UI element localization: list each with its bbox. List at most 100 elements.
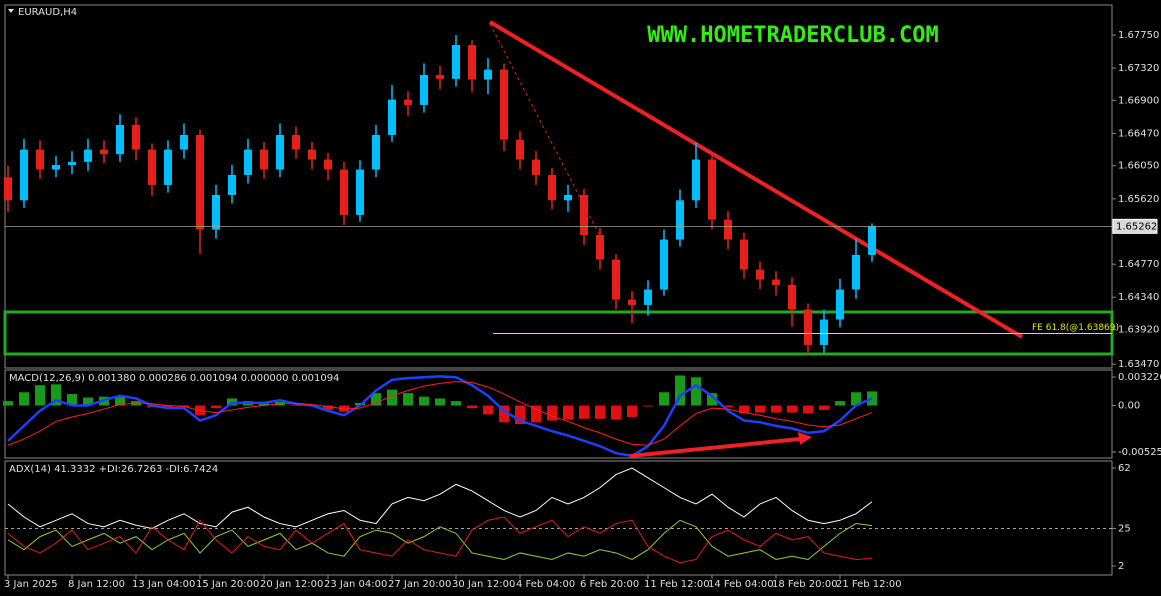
x-tick-label: 18 Feb 20:00 — [772, 579, 838, 590]
candle-body — [868, 226, 876, 255]
x-tick-label: 14 Feb 04:00 — [708, 579, 774, 590]
histogram-bar — [771, 405, 781, 413]
histogram-bar — [499, 405, 509, 423]
x-tick-label: 13 Jan 04:00 — [132, 579, 195, 590]
histogram-bar — [819, 405, 829, 410]
histogram-bar — [739, 405, 749, 414]
histogram-bar — [595, 405, 605, 419]
x-tick-label: 11 Feb 12:00 — [644, 579, 710, 590]
x-tick-label: 23 Jan 04:00 — [324, 579, 387, 590]
adx-line — [7, 519, 873, 561]
candle-body — [132, 124, 140, 150]
candle-body — [660, 239, 668, 290]
y-tick-label: 1.63920 — [1118, 325, 1159, 336]
candle-body — [484, 69, 492, 80]
candle-body — [724, 219, 732, 240]
candle-body — [228, 174, 236, 195]
watermark: WWW.HOMETRADERCLUB.COM — [647, 23, 938, 48]
y-tick-label: 2 — [1118, 561, 1124, 572]
histogram-bar — [467, 405, 477, 409]
x-tick-label: 30 Jan 12:00 — [452, 579, 515, 590]
candle-body — [820, 319, 828, 345]
histogram-bar — [515, 405, 525, 425]
candle-body — [852, 254, 860, 290]
histogram-bar — [611, 405, 621, 420]
candle-body — [628, 299, 636, 305]
y-tick-label: 1.66050 — [1118, 161, 1159, 172]
candle-body — [68, 161, 76, 165]
x-tick-label: 27 Jan 20:00 — [388, 579, 451, 590]
candle-body — [676, 200, 684, 240]
divergence-arrow — [629, 437, 801, 458]
trend-line — [488, 20, 1024, 339]
histogram-bar — [755, 405, 765, 413]
candle-body — [532, 159, 540, 175]
candle-body — [804, 309, 812, 345]
candle-body — [244, 149, 252, 175]
macd-line — [7, 381, 873, 446]
candle-body — [276, 134, 284, 170]
x-tick-label: 4 Feb 04:00 — [516, 579, 575, 590]
y-tick-label: 0.003226 — [1118, 372, 1161, 383]
x-tick-label: 8 Jan 12:00 — [68, 579, 125, 590]
histogram-bar — [547, 405, 557, 421]
candle-body — [324, 159, 332, 170]
candle-body — [388, 99, 396, 135]
histogram-bar — [419, 396, 429, 406]
y-tick-label: 1.64340 — [1118, 292, 1159, 303]
candle-body — [564, 194, 572, 201]
candle-body — [356, 169, 364, 215]
histogram-bar — [659, 392, 669, 406]
macd-line — [7, 375, 873, 458]
candle-body — [612, 259, 620, 300]
y-tick-label: 1.67750 — [1118, 30, 1159, 41]
candle-body — [692, 159, 700, 201]
candle-body — [788, 284, 796, 310]
histogram-bar — [435, 398, 445, 406]
fe-label: FE 61.8(@1.63869) — [1032, 323, 1119, 333]
x-tick-label: 3 Jan 2025 — [4, 579, 58, 590]
chart-title: EURAUD,H4 — [18, 7, 77, 18]
candle-body — [404, 99, 412, 105]
y-tick-label: 1.65620 — [1118, 194, 1159, 205]
histogram-bar — [787, 405, 797, 413]
candle-body — [180, 134, 188, 150]
histogram-bar — [403, 393, 413, 406]
candle-body — [308, 149, 316, 160]
candle-body — [148, 149, 156, 185]
candle-body — [340, 169, 348, 215]
histogram-bar — [387, 389, 397, 406]
histogram-bar — [803, 405, 813, 414]
candle-body — [36, 149, 44, 170]
candle-body — [292, 134, 300, 150]
histogram-bar — [163, 405, 173, 409]
candle-body — [452, 44, 460, 79]
y-tick-label: 1.64770 — [1118, 259, 1159, 270]
y-tick-label: 1.66470 — [1118, 128, 1159, 139]
y-tick-label: 1.67320 — [1118, 63, 1159, 74]
candle-body — [500, 69, 508, 140]
candle-body — [548, 174, 556, 201]
price-box — [1112, 218, 1158, 234]
candle-body — [836, 289, 844, 320]
histogram-bar — [563, 405, 573, 420]
x-tick-label: 6 Feb 20:00 — [580, 579, 639, 590]
candle-body — [708, 159, 716, 220]
candle-body — [516, 139, 524, 160]
histogram-bar — [291, 405, 301, 407]
histogram-bar — [643, 405, 653, 407]
histogram-bar — [83, 397, 93, 406]
histogram-bar — [691, 377, 701, 406]
candle-body — [20, 149, 28, 201]
candle-body — [644, 289, 652, 305]
histogram-bar — [259, 402, 269, 406]
candle-body — [420, 74, 428, 105]
candle-body — [372, 134, 380, 170]
adx-line — [7, 516, 873, 564]
candle-body — [756, 269, 764, 280]
histogram-bar — [19, 392, 29, 406]
menu-arrow[interactable] — [8, 9, 14, 13]
y-tick-label: 0.00 — [1118, 401, 1140, 412]
